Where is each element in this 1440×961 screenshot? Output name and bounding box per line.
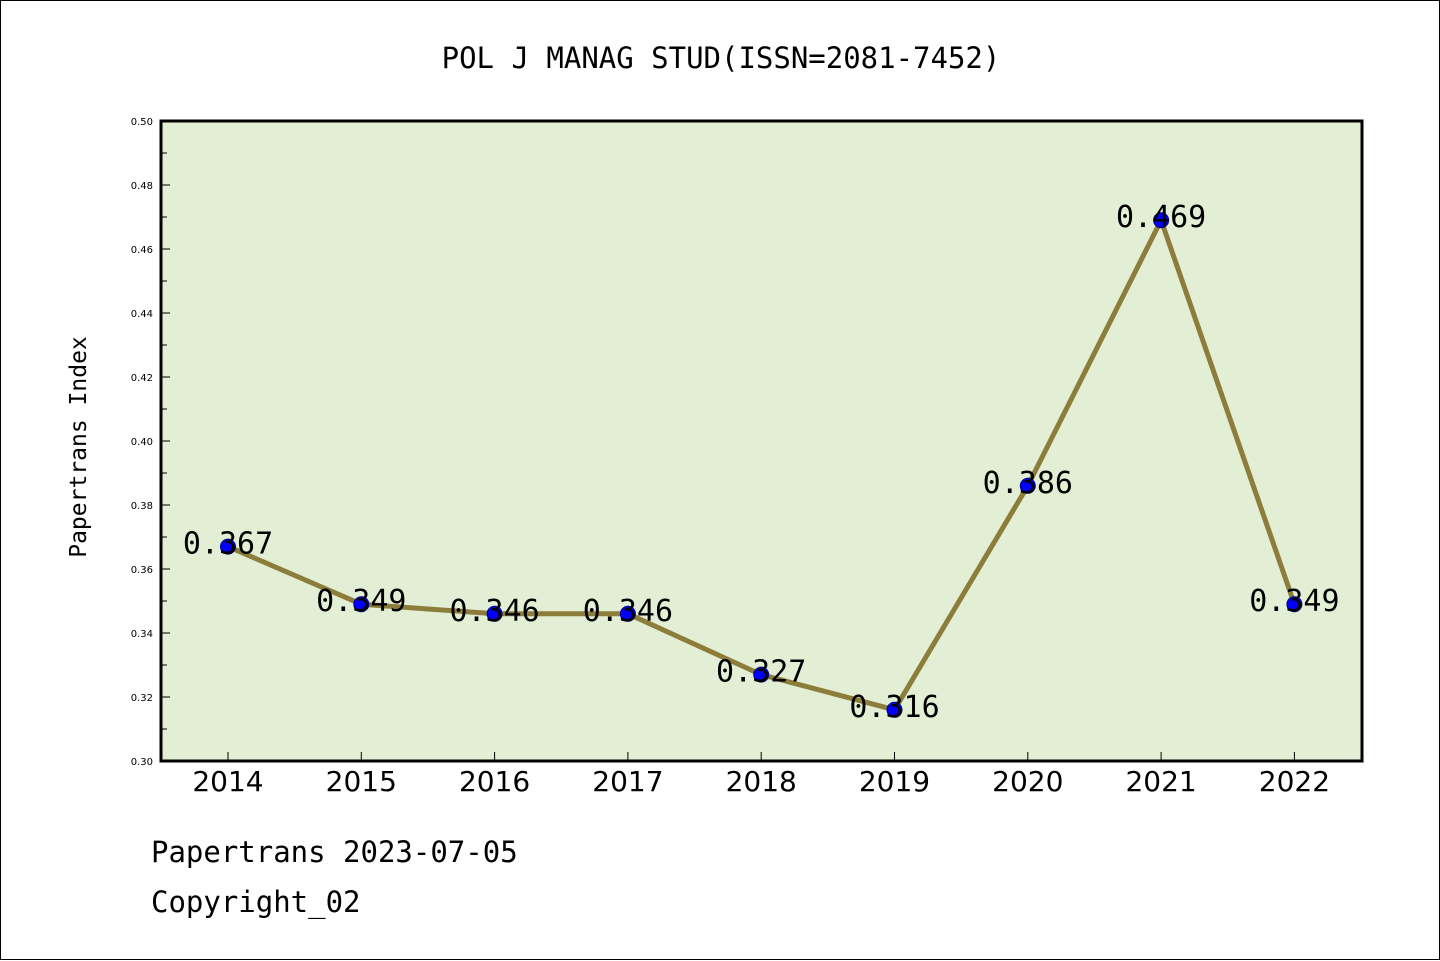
x-tick-label: 2022 [1259, 765, 1330, 798]
data-label-2017: 0.346 [583, 594, 673, 629]
y-tick-label: 0.46 [131, 245, 153, 256]
data-point-2018 [753, 666, 770, 683]
data-point-2019 [886, 701, 903, 718]
footer-date: Papertrans 2023-07-05 [151, 835, 518, 869]
y-tick-label: 0.42 [131, 373, 153, 384]
data-label-2018: 0.327 [716, 655, 806, 690]
data-point-2016 [486, 605, 503, 622]
data-label-2021: 0.469 [1116, 200, 1206, 235]
y-tick-label: 0.32 [131, 693, 153, 704]
data-label-2016: 0.346 [449, 594, 539, 629]
data-label-2019: 0.316 [849, 690, 939, 725]
x-tick-label: 2016 [459, 765, 530, 798]
x-tick-label: 2018 [726, 765, 797, 798]
footer-copyright: Copyright_02 [151, 885, 361, 919]
data-label-2020: 0.386 [983, 466, 1073, 501]
x-tick-label: 2020 [992, 765, 1063, 798]
data-point-2017 [619, 605, 636, 622]
data-point-2020 [1019, 477, 1036, 494]
x-tick-label: 2014 [192, 765, 263, 798]
data-label-2022: 0.349 [1249, 584, 1339, 619]
y-tick-label: 0.38 [131, 501, 153, 512]
y-axis-ticks: 0.30 0.32 0.34 0.36 0.38 0.40 0.42 0.44 0.46 0.48… [131, 117, 170, 768]
data-point-2022 [1286, 596, 1303, 613]
y-tick-label: 0.44 [131, 309, 153, 320]
data-labels: 0.367 0.349 0.346 0.346 0.327 0.316 0.386 0.469… [183, 200, 1340, 725]
y-axis-label: Papertrans Index [66, 336, 92, 558]
y-tick-label: 0.50 [131, 117, 153, 128]
x-tick-label: 2015 [326, 765, 397, 798]
data-label-2014: 0.367 [183, 527, 273, 562]
data-point-2014 [220, 538, 236, 555]
x-tick-label: 2019 [859, 765, 930, 798]
x-tick-label: 2017 [592, 765, 663, 798]
data-label-2015: 0.349 [316, 584, 406, 619]
y-tick-label: 0.36 [131, 565, 153, 576]
chart-title: POL J MANAG STUD(ISSN=2081-7452) [442, 41, 1001, 75]
data-point-2015 [353, 596, 370, 613]
data-markers [220, 212, 1303, 718]
x-tick-label: 2021 [1125, 765, 1196, 798]
data-point-2021 [1153, 212, 1170, 229]
y-tick-label: 0.48 [131, 181, 153, 192]
x-axis-ticks: 2014 2015 2016 2017 2018 2019 2020 2021 2022 [192, 752, 1330, 798]
y-tick-label: 0.34 [131, 629, 153, 640]
y-tick-label: 0.30 [131, 757, 153, 768]
y-tick-label: 0.40 [131, 437, 153, 448]
